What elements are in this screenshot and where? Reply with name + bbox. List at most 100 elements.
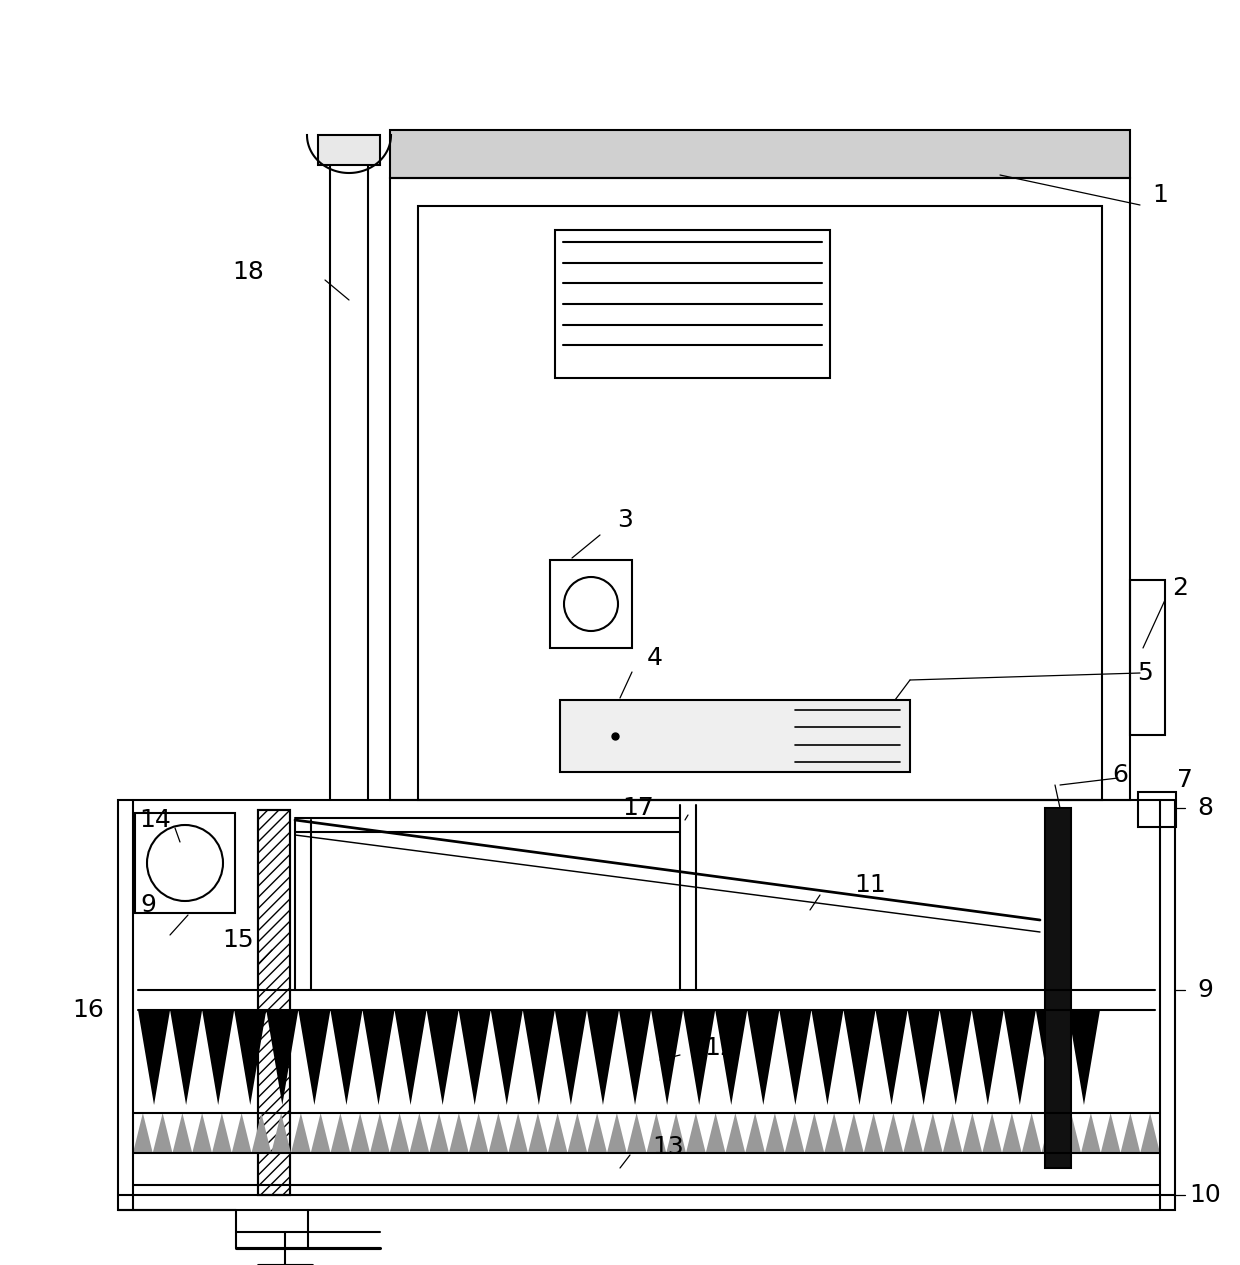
Polygon shape xyxy=(940,1009,972,1106)
Polygon shape xyxy=(232,1113,252,1152)
Polygon shape xyxy=(1022,1113,1042,1152)
Polygon shape xyxy=(1068,1009,1100,1106)
Polygon shape xyxy=(1035,1009,1068,1106)
Text: 1: 1 xyxy=(1152,183,1168,207)
Polygon shape xyxy=(779,1009,811,1106)
Polygon shape xyxy=(1141,1113,1159,1152)
Polygon shape xyxy=(982,1113,1002,1152)
Bar xyxy=(317,135,379,164)
Polygon shape xyxy=(508,1113,528,1152)
Polygon shape xyxy=(864,1113,883,1152)
Polygon shape xyxy=(554,1009,587,1106)
Text: 14: 14 xyxy=(139,808,171,832)
Text: 18: 18 xyxy=(232,261,264,285)
Polygon shape xyxy=(923,1113,942,1152)
Polygon shape xyxy=(646,1113,666,1152)
Polygon shape xyxy=(1121,1113,1141,1152)
Polygon shape xyxy=(715,1009,748,1106)
Text: 7: 7 xyxy=(1177,768,1193,792)
Text: 9: 9 xyxy=(140,893,156,917)
Polygon shape xyxy=(651,1009,683,1106)
Polygon shape xyxy=(962,1113,982,1152)
Polygon shape xyxy=(291,1113,311,1152)
Polygon shape xyxy=(765,1113,785,1152)
Bar xyxy=(556,230,830,378)
Polygon shape xyxy=(491,1009,523,1106)
Bar xyxy=(135,813,236,913)
Polygon shape xyxy=(903,1113,923,1152)
Polygon shape xyxy=(686,1113,706,1152)
Text: 13: 13 xyxy=(652,1135,684,1159)
Text: 10: 10 xyxy=(1189,1183,1221,1207)
Polygon shape xyxy=(785,1113,805,1152)
Polygon shape xyxy=(908,1009,940,1106)
Bar xyxy=(391,178,1130,799)
Bar xyxy=(391,130,1130,178)
Text: 12: 12 xyxy=(704,1036,735,1060)
Polygon shape xyxy=(389,1113,409,1152)
Text: 8: 8 xyxy=(1197,796,1213,820)
Text: 11: 11 xyxy=(854,873,885,897)
Polygon shape xyxy=(588,1113,608,1152)
Polygon shape xyxy=(427,1009,459,1106)
Polygon shape xyxy=(370,1113,389,1152)
Text: 4: 4 xyxy=(647,646,663,670)
Text: 5: 5 xyxy=(1137,662,1153,686)
Polygon shape xyxy=(234,1009,267,1106)
Polygon shape xyxy=(299,1009,330,1106)
Text: 16: 16 xyxy=(72,998,104,1022)
Bar xyxy=(258,810,290,1195)
Bar xyxy=(551,560,632,648)
Polygon shape xyxy=(805,1113,825,1152)
Polygon shape xyxy=(1042,1113,1061,1152)
Polygon shape xyxy=(844,1113,864,1152)
Bar xyxy=(418,206,1102,799)
Polygon shape xyxy=(170,1009,202,1106)
Text: 2: 2 xyxy=(1172,576,1188,600)
Polygon shape xyxy=(748,1009,779,1106)
Text: 9: 9 xyxy=(1197,978,1213,1002)
Polygon shape xyxy=(528,1113,548,1152)
Polygon shape xyxy=(548,1113,568,1152)
Polygon shape xyxy=(523,1009,554,1106)
Polygon shape xyxy=(825,1113,844,1152)
Polygon shape xyxy=(133,1113,153,1152)
Polygon shape xyxy=(272,1113,291,1152)
Bar xyxy=(258,810,290,1195)
Text: 3: 3 xyxy=(618,509,632,533)
Polygon shape xyxy=(489,1113,508,1152)
Bar xyxy=(1130,579,1166,735)
Polygon shape xyxy=(362,1009,394,1106)
Polygon shape xyxy=(725,1113,745,1152)
Text: 6: 6 xyxy=(1112,763,1128,787)
Polygon shape xyxy=(330,1009,362,1106)
Polygon shape xyxy=(138,1009,170,1106)
Polygon shape xyxy=(449,1113,469,1152)
Bar xyxy=(1138,792,1176,827)
Polygon shape xyxy=(942,1113,962,1152)
Polygon shape xyxy=(409,1113,429,1152)
Polygon shape xyxy=(267,1009,299,1106)
Polygon shape xyxy=(811,1009,843,1106)
Bar xyxy=(118,799,1176,1211)
Polygon shape xyxy=(619,1009,651,1106)
Polygon shape xyxy=(608,1113,626,1152)
Polygon shape xyxy=(311,1113,331,1152)
Polygon shape xyxy=(626,1113,646,1152)
Bar xyxy=(560,700,910,772)
Polygon shape xyxy=(706,1113,725,1152)
Polygon shape xyxy=(875,1009,908,1106)
Polygon shape xyxy=(429,1113,449,1152)
Polygon shape xyxy=(587,1009,619,1106)
Polygon shape xyxy=(1081,1113,1101,1152)
Polygon shape xyxy=(972,1009,1004,1106)
Polygon shape xyxy=(683,1009,715,1106)
Polygon shape xyxy=(1002,1113,1022,1152)
Polygon shape xyxy=(252,1113,272,1152)
Polygon shape xyxy=(469,1113,489,1152)
Polygon shape xyxy=(394,1009,427,1106)
Polygon shape xyxy=(666,1113,686,1152)
Polygon shape xyxy=(192,1113,212,1152)
Polygon shape xyxy=(1061,1113,1081,1152)
Polygon shape xyxy=(745,1113,765,1152)
